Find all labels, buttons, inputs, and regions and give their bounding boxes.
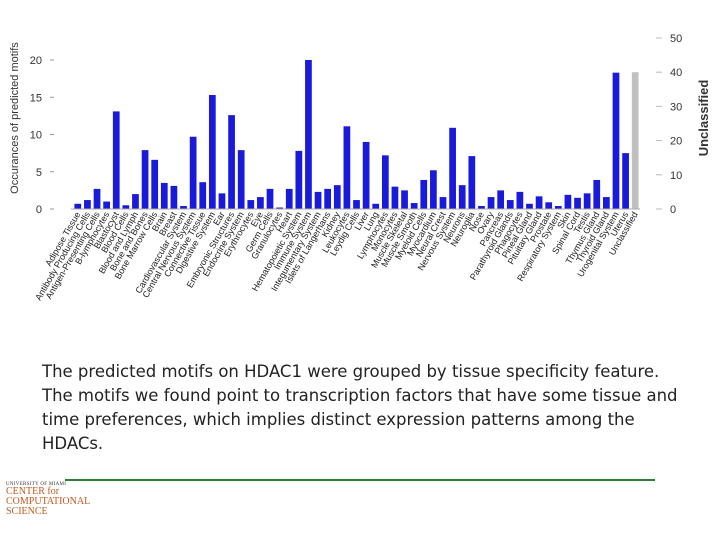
y2-tick-label: 30 [670,101,682,113]
bar [189,136,197,209]
y-tick-label: 15 [30,92,42,104]
bar [497,190,505,209]
y-tick-label: 0 [36,204,42,216]
bar [545,202,553,209]
bar [314,191,322,209]
bar [276,207,283,209]
bar [410,203,418,209]
bar [257,197,264,209]
logo: UNIVERSITY OF MIAMI CENTER for COMPUTATI… [6,482,101,517]
y-axis-title: Occurances of predicted motifs [9,42,21,194]
bar [622,153,629,209]
bar [237,150,245,209]
y2-tick-label: 50 [670,33,682,45]
bar [458,185,466,209]
bar [218,193,226,209]
bar [151,159,159,209]
bar [343,126,351,209]
bar [84,200,91,209]
caption: The predicted motifs on HDAC1 were group… [42,362,678,453]
bar [391,186,399,209]
bar [593,179,601,209]
bar [266,188,274,209]
bar [506,200,514,209]
bar [199,182,207,209]
bar [603,197,610,209]
bar [93,188,101,209]
bar [401,190,408,209]
bar [516,191,524,209]
bar [180,206,187,209]
bar [449,127,456,209]
y2-tick-label: 40 [670,67,682,79]
bar [468,156,476,209]
bar [554,206,562,209]
y2-tick-label: 20 [670,136,682,148]
y2-axis-title: Unclassified [696,80,711,157]
bar [526,203,533,209]
bar [160,182,168,209]
bar [430,170,437,209]
bar [612,72,620,209]
bar [420,179,428,209]
bar [112,111,120,209]
bar [535,196,543,209]
logo-university: UNIVERSITY OF MIAMI [6,482,67,487]
bar [132,194,139,209]
bar [228,115,235,209]
bar [170,185,178,209]
divider [65,479,655,481]
bar [305,60,312,209]
bar [122,205,130,209]
bar [574,197,581,209]
bar [631,72,639,209]
bar [478,206,485,209]
y-tick-label: 10 [30,130,42,142]
bar [362,141,370,209]
bar [141,150,149,209]
bar [74,203,82,209]
bar [208,95,216,209]
logo-center: CENTER for COMPUTATIONAL SCIENCE [6,486,90,517]
bar [247,200,255,209]
bar [324,188,332,209]
bar [333,185,341,209]
bar [353,200,360,209]
bar [487,197,495,209]
bar [295,150,303,209]
bar [439,197,447,209]
chart: Occurances of predicted motifs Unclassif… [9,33,711,302]
y-tick-label: 5 [36,167,42,179]
bar [381,155,389,209]
bar [372,203,380,209]
y2-tick-label: 10 [670,170,682,182]
y-tick-label: 20 [30,55,42,67]
bar [103,201,110,209]
bar [564,194,572,209]
y2-tick-label: 0 [670,204,676,216]
bar [285,188,293,209]
bar [583,193,591,209]
